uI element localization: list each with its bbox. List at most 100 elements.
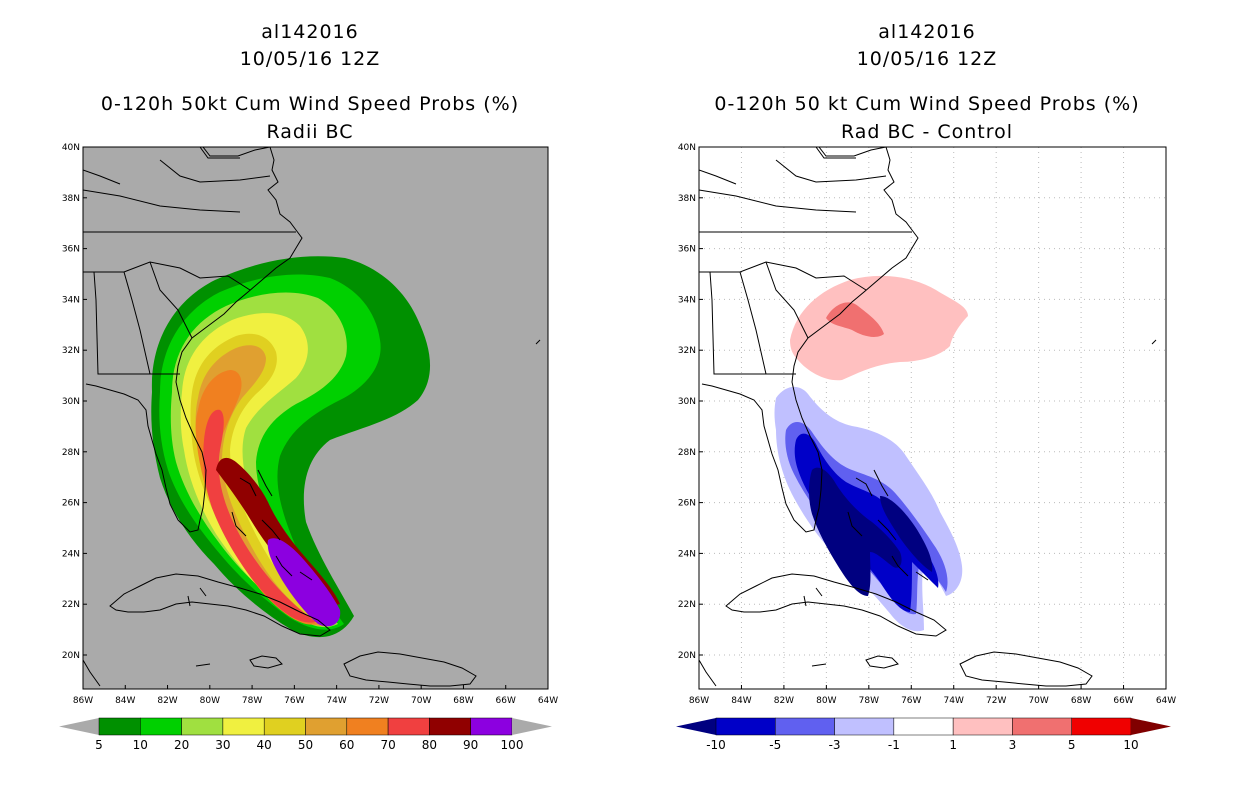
- right-colorbar-label: -10: [706, 738, 726, 752]
- right-lon-label: 76W: [901, 696, 921, 706]
- left-lon-label: 70W: [411, 696, 431, 706]
- right-colorbar-swatch: [715, 717, 776, 736]
- left-colorbar-label: 60: [339, 738, 354, 752]
- left-title: 0-120h 50kt Cum Wind Speed Probs (%): [101, 93, 519, 115]
- left-colorbar-label: 90: [463, 738, 478, 752]
- left-probability-contours: [83, 147, 541, 687]
- right-lon-label: 78W: [859, 696, 879, 706]
- right-colorbar-label: 5: [1068, 738, 1076, 752]
- right-colorbar-under: [676, 718, 716, 735]
- left-lon-label: 76W: [284, 696, 304, 706]
- right-lon-label: 82W: [774, 696, 794, 706]
- right-lat-label: 32N: [678, 346, 696, 356]
- right-datetime: 10/05/16 12Z: [857, 48, 998, 70]
- right-colorbar-swatch: [834, 717, 895, 736]
- right-lon-label: 80W: [816, 696, 836, 706]
- right-colorbar-label: -3: [829, 738, 841, 752]
- left-lon-label: 74W: [326, 696, 346, 706]
- right-lat-label: 28N: [678, 448, 696, 458]
- right-lon-label: 84W: [731, 696, 751, 706]
- left-lon-label: 66W: [496, 696, 516, 706]
- left-lon-label: 64W: [538, 696, 558, 706]
- right-colorbar-label: 3: [1009, 738, 1017, 752]
- left-lon-label: 78W: [242, 696, 262, 706]
- left-lon-label: 86W: [73, 696, 93, 706]
- left-datetime: 10/05/16 12Z: [240, 48, 381, 70]
- right-lat-label: 26N: [678, 499, 696, 509]
- left-colorbar-swatch: [98, 717, 141, 736]
- right-title: 0-120h 50 kt Cum Wind Speed Probs (%): [714, 93, 1139, 115]
- right-colorbar-swatch: [1012, 717, 1072, 736]
- left-lon-label: 68W: [453, 696, 473, 706]
- left-panel: al142016 10/05/16 12Z 0-120h 50kt Cum Wi…: [59, 21, 558, 752]
- right-storm-id: al142016: [878, 21, 975, 43]
- left-lat-label: 20N: [62, 651, 80, 661]
- left-colorbar-label: 80: [422, 738, 437, 752]
- right-colorbar-label: -1: [888, 738, 900, 752]
- left-colorbar-label: 20: [174, 738, 189, 752]
- left-lat-label: 28N: [62, 448, 80, 458]
- left-lon-label: 80W: [200, 696, 220, 706]
- left-colorbar-swatch: [263, 717, 306, 736]
- left-colorbar-swatch: [346, 717, 389, 736]
- right-lat-label: 40N: [678, 143, 696, 153]
- left-lat-label: 40N: [62, 143, 80, 153]
- left-colorbar-swatch: [181, 717, 224, 736]
- right-subtitle: Rad BC - Control: [841, 121, 1013, 143]
- left-lat-label: 36N: [62, 245, 80, 255]
- left-colorbar-label: 30: [215, 738, 230, 752]
- left-colorbar-label: 100: [501, 738, 524, 752]
- left-colorbar-label: 5: [95, 738, 103, 752]
- left-lon-label: 82W: [157, 696, 177, 706]
- right-lon-label: 64W: [1156, 696, 1176, 706]
- prob-70: [203, 409, 316, 623]
- left-colorbar-swatch: [305, 717, 348, 736]
- left-colorbar-swatch: [429, 717, 471, 736]
- left-lat-label: 30N: [62, 397, 80, 407]
- right-colorbar-over: [1131, 718, 1171, 735]
- right-colorbar-label: 1: [949, 738, 957, 752]
- left-colorbar: 5 10 20 30 40 50 60 70 80 90 100: [59, 717, 552, 752]
- right-panel: al142016 10/05/16 12Z 0-120h 50 kt Cum W…: [676, 21, 1176, 752]
- right-lat-label: 30N: [678, 397, 696, 407]
- left-colorbar-swatch: [140, 717, 182, 736]
- right-colorbar-swatch: [952, 717, 1013, 736]
- left-colorbar-label: 50: [298, 738, 313, 752]
- left-lat-label: 34N: [62, 295, 80, 305]
- diff-neg-10: [809, 467, 902, 596]
- left-colorbar-swatch: [387, 717, 430, 736]
- right-lat-label: 24N: [678, 549, 696, 559]
- left-lat-label: 38N: [62, 194, 80, 204]
- right-lon-label: 86W: [689, 696, 709, 706]
- left-colorbar-label: 10: [133, 738, 148, 752]
- diff-pos-3: [826, 302, 884, 337]
- right-lon-label: 68W: [1071, 696, 1091, 706]
- right-lon-label: 74W: [944, 696, 964, 706]
- left-storm-id: al142016: [261, 21, 358, 43]
- right-map: 40N 38N 36N 34N 32N 30N 28N 26N 24N 22N 20N 86W 84W…: [678, 143, 1176, 706]
- left-subtitle: Radii BC: [266, 121, 353, 143]
- right-colorbar-label: 10: [1123, 738, 1138, 752]
- left-lat-label: 24N: [62, 549, 80, 559]
- left-colorbar-swatch: [222, 717, 265, 736]
- right-colorbar-swatch: [893, 717, 954, 736]
- right-difference-contours: [699, 147, 1157, 687]
- right-lat-label: 22N: [678, 600, 696, 610]
- left-lon-label: 72W: [369, 696, 389, 706]
- left-lat-label: 22N: [62, 600, 80, 610]
- right-colorbar-label: -5: [769, 738, 781, 752]
- left-colorbar-under: [59, 718, 99, 735]
- left-colorbar-label: 40: [257, 738, 272, 752]
- right-colorbar-swatch: [1071, 717, 1132, 736]
- right-lon-label: 70W: [1028, 696, 1048, 706]
- left-colorbar-label: 70: [380, 738, 395, 752]
- right-colorbar: -10 -5 -3 -1 1 3 5 10: [676, 717, 1171, 752]
- right-lat-label: 36N: [678, 245, 696, 255]
- right-lon-label: 72W: [986, 696, 1006, 706]
- right-lat-label: 34N: [678, 295, 696, 305]
- right-colorbar-swatch: [775, 717, 835, 736]
- left-lat-label: 32N: [62, 346, 80, 356]
- left-lat-label: 26N: [62, 499, 80, 509]
- right-lon-label: 66W: [1113, 696, 1133, 706]
- left-colorbar-swatch: [470, 717, 513, 736]
